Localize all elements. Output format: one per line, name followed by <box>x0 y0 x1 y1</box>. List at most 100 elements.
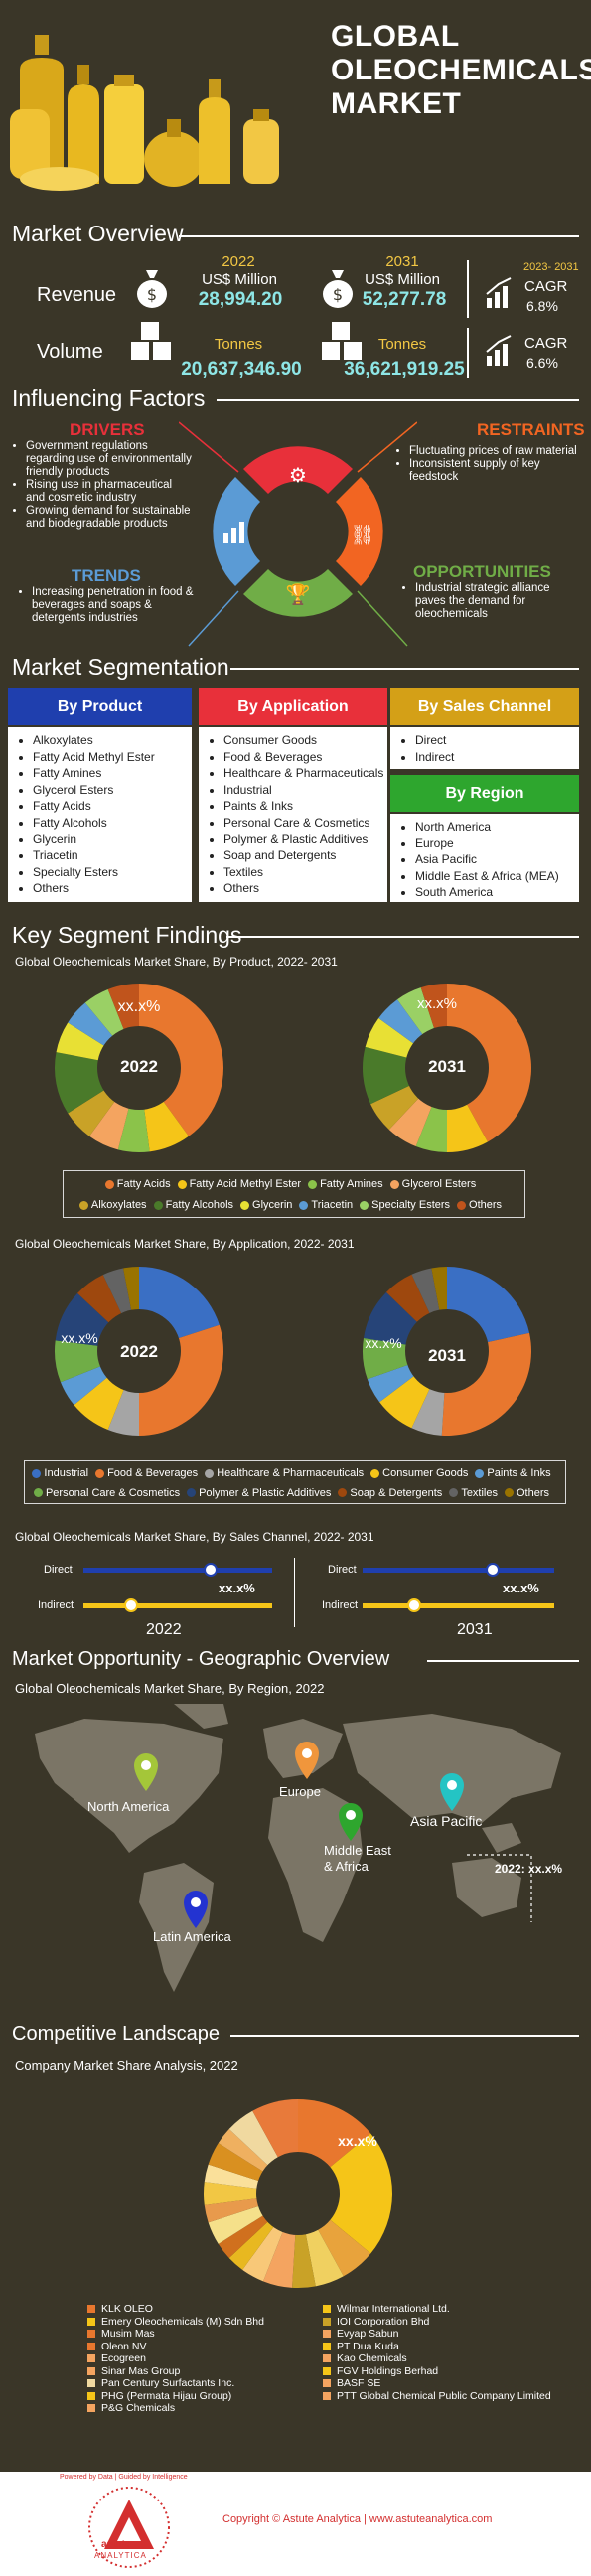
company-name: Wilmar International Ltd. <box>337 2303 450 2315</box>
company-name: PHG (Permata Hijau Group) <box>101 2389 232 2402</box>
legend-square-icon <box>87 2317 95 2326</box>
legend-dot-icon <box>95 1468 105 1478</box>
svg-text:$: $ <box>147 285 157 304</box>
astute-analytica-logo <box>88 2487 170 2568</box>
company-legend-item: PTT Global Chemical Public Company Limit… <box>323 2390 551 2402</box>
volume-cagr-value: 6.6% <box>526 355 558 371</box>
divider <box>427 1660 579 1662</box>
company-name: PT Dua Kuda <box>337 2340 399 2352</box>
company-name: PTT Global Chemical Public Company Limit… <box>337 2389 551 2402</box>
indirect-slider-handle-2031 <box>407 1598 421 1612</box>
application-legend-item: Food & Beverages <box>95 1464 198 1482</box>
by-sales-channel-header: By Sales Channel <box>390 688 579 725</box>
application-2022-year: 2022 <box>120 1342 158 1361</box>
by-region-list: North AmericaEuropeAsia PacificMiddle Ea… <box>390 814 579 902</box>
divider <box>230 668 579 670</box>
application-legend-item: Consumer Goods <box>370 1464 468 1482</box>
company-name: Sinar Mas Group <box>101 2364 181 2377</box>
application-legend-item: Soap & Detergents <box>338 1484 442 1502</box>
divider <box>217 399 579 401</box>
application-2022-share-label: xx.x% <box>61 1330 98 1346</box>
divider <box>294 1558 295 1627</box>
revenue-cagr-value: 6.8% <box>526 298 558 314</box>
product-legend-item: Fatty Acid Methyl Ester <box>177 1175 301 1194</box>
company-legend-item: Ecogreen <box>87 2352 146 2364</box>
product-legend-item: Fatty Acids <box>104 1175 171 1194</box>
product-legend-item: Fatty Amines <box>308 1175 383 1194</box>
application-legend-item: Industrial <box>32 1464 88 1482</box>
product-chart-subtitle: Global Oleochemicals Market Share, By Pr… <box>15 955 338 969</box>
world-map <box>35 1704 561 1992</box>
direct-bar-2031 <box>363 1568 554 1573</box>
opportunities-heading: OPPORTUNITIES <box>413 562 551 581</box>
application-legend-item: Healthcare & Pharmaceuticals <box>205 1464 364 1482</box>
legend-dot-icon <box>338 1488 348 1497</box>
product-legend-item: Triacetin <box>299 1196 353 1215</box>
region-latin-america: Latin America <box>153 1929 231 1944</box>
company-legend-item: IOI Corporation Bhd <box>323 2316 429 2328</box>
channel-indirect-label-2031: Indirect <box>322 1599 359 1611</box>
product-legend-label: Specialty Esters <box>371 1199 451 1211</box>
volume-value-2022: 20,637,346.90 <box>181 359 302 379</box>
product-legend-label: Glycerol Esters <box>401 1178 477 1190</box>
legend-square-icon <box>87 2366 95 2375</box>
legend-dot-icon <box>32 1468 42 1478</box>
direct-slider-handle-2022 <box>204 1563 218 1577</box>
oil-bottles-illustration <box>0 30 318 199</box>
application-donut-2022 <box>55 1267 223 1436</box>
mea-pin-icon <box>339 1803 363 1841</box>
brand-name: astute <box>101 2539 131 2550</box>
company-share-label: xx.x% <box>338 2133 377 2149</box>
indirect-slider-handle-2022 <box>124 1598 138 1612</box>
product-legend-item: Alkoxylates <box>78 1196 147 1215</box>
application-legend-label: Others <box>517 1486 550 1499</box>
product-legend-item: Fatty Alcohols <box>153 1196 233 1215</box>
product-donut-2022-slices <box>54 984 223 1152</box>
company-legend-item: FGV Holdings Berhad <box>323 2365 438 2377</box>
legend-square-icon <box>87 2330 95 2338</box>
application-legend-item: Polymer & Plastic Additives <box>187 1484 331 1502</box>
company-slice <box>204 2182 298 2205</box>
divider <box>467 260 469 318</box>
revenue-unit-2031: US$ Million <box>365 271 440 288</box>
legend-dot-icon <box>370 1468 380 1478</box>
legend-dot-icon <box>177 1180 187 1189</box>
application-legend-label: Consumer Goods <box>382 1467 469 1479</box>
legend-dot-icon <box>240 1201 250 1210</box>
north-america-pin-icon <box>134 1753 158 1791</box>
legend-square-icon <box>323 2366 331 2375</box>
channel-2022-share-label: xx.x% <box>219 1581 255 1595</box>
cagr-period: 2023- 2031 <box>523 261 579 273</box>
legend-square-icon <box>87 2379 95 2387</box>
geo-subtitle: Global Oleochemicals Market Share, By Re… <box>15 1681 325 1696</box>
company-legend-item: Sinar Mas Group <box>87 2365 180 2377</box>
revenue-label: Revenue <box>37 284 117 306</box>
channel-chart-subtitle: Global Oleochemicals Market Share, By Sa… <box>15 1530 374 1544</box>
application-donut-2031 <box>363 1267 531 1436</box>
product-2031-slice <box>363 1046 447 1105</box>
by-application-list: Consumer GoodsFood & BeveragesHealthcare… <box>199 727 387 902</box>
company-name: Ecogreen <box>101 2352 146 2364</box>
revenue-value-2031: 52,277.78 <box>362 289 447 310</box>
application-2031-year: 2031 <box>428 1346 466 1365</box>
application-chart-subtitle: Global Oleochemicals Market Share, By Ap… <box>15 1237 355 1251</box>
legend-dot-icon <box>360 1201 369 1210</box>
money-bag-icon: $ <box>323 270 353 308</box>
product-legend: Fatty Acids Fatty Acid Methyl Ester Fatty … <box>63 1170 525 1218</box>
application-legend: Industrial Food & Beverages Healthcare & P… <box>24 1460 566 1504</box>
copyright-link[interactable]: Copyright © Astute Analytica | www.astut… <box>222 2513 493 2525</box>
product-2022-year: 2022 <box>120 1057 158 1076</box>
company-name: FGV Holdings Berhad <box>337 2364 439 2377</box>
factors-ring-diagram: ⚙ ⛓ 🏆 <box>179 421 417 647</box>
company-legend-item: Pan Century Surfactants Inc. <box>87 2377 234 2389</box>
product-legend-label: Others <box>469 1199 503 1211</box>
europe-pin-icon <box>295 1742 319 1779</box>
region-north-america: North America <box>87 1799 170 1814</box>
company-name: Kao Chemicals <box>337 2352 407 2364</box>
competitive-landscape-title: Competitive Landscape <box>12 2023 221 2045</box>
application-legend-label: Paints & Inks <box>487 1467 551 1479</box>
volume-unit-2031: Tonnes <box>377 336 427 353</box>
influencing-factors-title: Influencing Factors <box>12 385 206 411</box>
region-asia-pacific: Asia Pacific <box>410 1813 483 1829</box>
